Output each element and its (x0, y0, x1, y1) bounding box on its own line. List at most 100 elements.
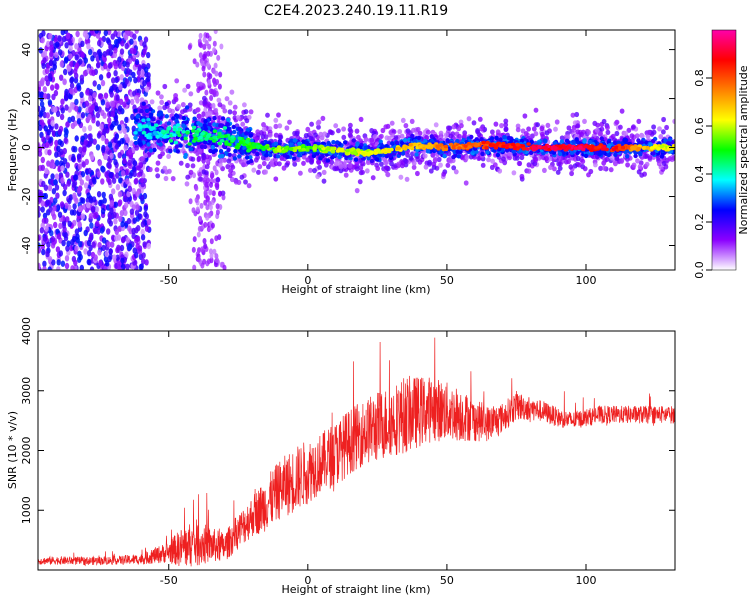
spectrogram-point (64, 104, 69, 111)
spectrogram-point (196, 231, 201, 238)
spectrogram-point (358, 116, 364, 122)
spectrogram-point (251, 167, 257, 173)
spectrogram-point (59, 148, 64, 156)
spectrogram-point (103, 153, 109, 160)
spectrogram-point (151, 117, 156, 122)
spectrogram-point (135, 190, 140, 198)
spectrogram-point (76, 187, 82, 194)
spectrogram-point (38, 234, 41, 242)
spectrogram-point (104, 250, 109, 258)
spectrogram-point (89, 222, 94, 229)
spectrogram-point (45, 112, 50, 119)
spectrogram-point (69, 101, 75, 109)
spectrogram-point (213, 30, 218, 35)
spectrogram-point (226, 117, 231, 123)
spectrogram-point (202, 177, 208, 183)
spectrogram-point (56, 233, 62, 240)
spectrogram-point (146, 142, 151, 147)
spectrogram-point (80, 197, 86, 204)
spectrogram-point (47, 256, 53, 263)
spectrogram-point (62, 158, 68, 165)
spectrogram-point (141, 101, 146, 106)
spectrogram-point (97, 160, 103, 167)
spectrogram-point (72, 203, 77, 210)
spectrogram-point (132, 160, 138, 167)
spectrogram-point (501, 156, 506, 162)
spectrogram-point (618, 124, 623, 130)
spectrogram-point (671, 155, 675, 161)
spectrogram-point (114, 235, 119, 242)
spectrogram-point (40, 200, 45, 207)
spectrogram-point (60, 177, 65, 184)
spectrogram-point (417, 159, 423, 165)
spectrogram-point (41, 248, 46, 256)
spectrogram-point (192, 116, 197, 121)
spectrogram-point (213, 81, 217, 87)
spectrogram-point (519, 154, 525, 161)
spectrogram-point (135, 243, 140, 250)
spectrogram-point (215, 257, 219, 264)
spectrogram-point (333, 123, 339, 129)
spectrogram-point (53, 197, 58, 204)
spectrogram-point (69, 88, 74, 95)
spectrogram-point (63, 137, 68, 144)
spectrogram-point (163, 175, 169, 182)
spectrogram-point (232, 129, 237, 135)
spectrogram-point (106, 176, 111, 183)
spectrogram-point (226, 147, 231, 153)
spectrogram-point (100, 99, 106, 106)
spectrogram-point (96, 171, 101, 178)
spectrogram-point (185, 174, 191, 180)
spectrogram-point (124, 251, 129, 258)
spectrogram-point (175, 149, 180, 154)
spectrogram-point (215, 203, 220, 210)
spectrogram-point (175, 114, 180, 119)
spectrogram-point (45, 250, 50, 258)
spectrogram-point (232, 104, 238, 110)
spectrogram-point (133, 178, 138, 185)
spectrogram-point (321, 178, 327, 184)
spectrogram-point (142, 80, 147, 87)
spectrogram-point (38, 191, 43, 199)
spectrogram-point (529, 150, 534, 155)
spectrogram-point (636, 169, 642, 175)
spectrogram-point (459, 123, 464, 129)
spectrogram-point (203, 126, 208, 131)
spectrogram-point (69, 61, 74, 68)
spectrogram-point (97, 40, 102, 47)
spectrogram-point (204, 164, 210, 170)
spectrogram-point (220, 153, 225, 159)
spectrogram-point (115, 94, 120, 101)
spectrogram-point (129, 208, 135, 215)
spectrogram-point (113, 63, 119, 70)
spectrogram-point (321, 169, 327, 175)
spectrogram-point (212, 129, 218, 133)
spectrogram-point (174, 78, 180, 84)
spectrogram-point (92, 80, 97, 87)
spectrogram-point (601, 118, 607, 125)
spectrogram-point (203, 221, 208, 228)
spectrogram-point (139, 263, 144, 270)
spectrogram-point (64, 262, 70, 270)
spectrogram-point (568, 164, 574, 170)
spectrogram-point (408, 155, 414, 161)
spectrogram-point (533, 131, 539, 137)
spectrogram-point (67, 220, 72, 227)
spectrogram-point (61, 239, 66, 247)
spectrogram-point (191, 129, 196, 133)
spectrogram-point (332, 166, 338, 172)
spectrogram-point (658, 134, 664, 140)
spectrogram-point (46, 40, 51, 47)
spectrogram-point (73, 174, 79, 181)
spectrogram-point (195, 61, 200, 68)
spectrogram-point (198, 216, 202, 222)
spectrogram-point (96, 83, 102, 91)
spectrogram-point (443, 132, 449, 138)
spectrogram-point (353, 157, 359, 162)
spectrogram-point (393, 135, 399, 141)
spectrogram-point (93, 227, 98, 234)
spectrogram-point (42, 235, 48, 242)
spectrogram-point (144, 66, 149, 74)
spectrogram-point (210, 144, 216, 150)
spectrogram-point (227, 172, 233, 179)
